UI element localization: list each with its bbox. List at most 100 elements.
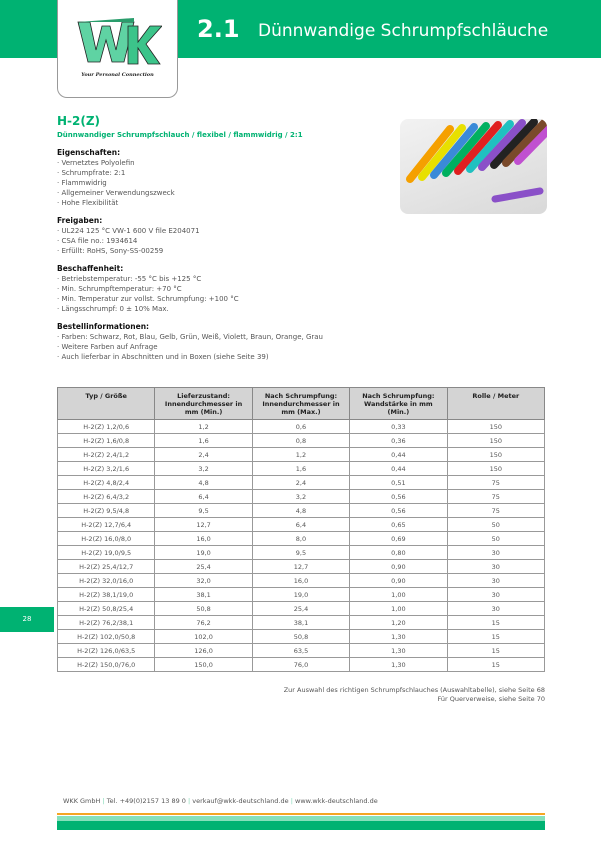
table-cell: 75 — [446, 475, 546, 490]
tube — [442, 122, 490, 177]
table-row: H-2(Z) 1,2/0,6 1,2 0,6 0,33 150 — [56, 419, 546, 434]
table-cell: 0,90 — [349, 573, 448, 588]
tube — [454, 121, 502, 175]
table-cell: 126,0 — [154, 643, 253, 658]
section-item: · Allgemeiner Verwendungszweck — [57, 189, 175, 197]
section-item: · Längsschrumpf: 0 ± 10% Max. — [57, 305, 169, 313]
section-item: · UL224 125 °C VW-1 600 V file E204071 — [57, 227, 200, 235]
table-cell: 50,8 — [251, 629, 351, 644]
table-row: H-2(Z) 2,4/1,2 2,4 1,2 0,44 150 — [56, 447, 546, 462]
product-table: Typ / Größe Lieferzustand: Innendurchmess… — [56, 387, 546, 672]
separator: | — [188, 797, 191, 805]
section-2: Beschaffenheit: · Betriebstemperatur: -55… — [57, 264, 392, 314]
table-row: H-2(Z) 6,4/3,2 6,4 3,2 0,56 75 — [56, 489, 546, 504]
header-band-left — [0, 0, 57, 58]
table-cell: 0,44 — [349, 447, 448, 462]
section-3: Bestellinformationen: · Farben: Schwarz, … — [57, 322, 392, 362]
tube — [466, 120, 514, 173]
table-cell: 1,6 — [154, 433, 253, 448]
section-item: · CSA file no.: 1934614 — [57, 237, 138, 245]
separator: | — [102, 797, 105, 805]
table-cell: 3,2 — [154, 461, 253, 476]
table-cell: H-2(Z) 50,8/25,4 — [56, 601, 156, 616]
wkk-logo-icon — [77, 18, 162, 65]
sections: Eigenschaften: · Vernetztes Polyolefin · S… — [57, 148, 392, 362]
table-cell: H-2(Z) 38,1/19,0 — [56, 587, 156, 602]
table-cell: 19,0 — [154, 545, 253, 560]
table-cell: 0,80 — [349, 545, 448, 560]
logo-slogan: Your Personal Connection — [81, 72, 154, 78]
table-cell: 0,56 — [349, 489, 448, 504]
table-cell: 38,1 — [251, 615, 351, 630]
table-cell: 9,5 — [251, 545, 351, 560]
table-cell: 8,0 — [251, 531, 351, 546]
section-heading: Freigaben: — [57, 216, 103, 225]
table-row: H-2(Z) 1,6/0,8 1,6 0,8 0,36 150 — [56, 433, 546, 448]
section-item: · Vernetztes Polyolefin — [57, 159, 135, 167]
section-item: · Betriebstemperatur: -55 °C bis +125 °C — [57, 275, 202, 283]
column-header: Nach Schrumpfung: Innendurchmesser in mm… — [251, 387, 351, 420]
table-cell: 12,7 — [251, 559, 351, 574]
table-row: H-2(Z) 150,0/76,0 150,0 76,0 1,30 15 — [56, 657, 546, 672]
section-heading: Bestellinformationen: — [57, 322, 150, 331]
table-cell: 15 — [446, 657, 546, 672]
table-cell: 4,8 — [251, 503, 351, 518]
table-row: H-2(Z) 12,7/6,4 12,7 6,4 0,65 50 — [56, 517, 546, 532]
footer-web[interactable]: www.wkk-deutschland.de — [295, 797, 378, 805]
table-cell: 1,6 — [251, 461, 351, 476]
table-row: H-2(Z) 4,8/2,4 4,8 2,4 0,51 75 — [56, 475, 546, 490]
table-cell: 150 — [446, 419, 546, 434]
table-cell: 50 — [446, 531, 546, 546]
page-number: 28 — [0, 607, 54, 632]
table-cell: 150 — [446, 461, 546, 476]
tube — [418, 124, 466, 181]
header-band — [178, 0, 601, 58]
section-heading: Eigenschaften: — [57, 148, 121, 157]
tube — [491, 187, 544, 203]
note-crossref: Für Querverweise, siehe Seite 70 — [437, 695, 546, 703]
table-cell: H-2(Z) 102,0/50,8 — [56, 629, 156, 644]
table-cell: 0,51 — [349, 475, 448, 490]
table-cell: 0,56 — [349, 503, 448, 518]
table-cell: 15 — [446, 615, 546, 630]
table-cell: 76,0 — [251, 657, 351, 672]
table-cell: 15 — [446, 629, 546, 644]
shrink-tubes-image — [406, 119, 547, 203]
product-info: H-2(Z) Dünnwandiger Schrumpfschlauch / f… — [57, 114, 392, 362]
table-cell: 6,4 — [251, 517, 351, 532]
product-title: H-2(Z) — [57, 114, 101, 128]
table-cell: 1,00 — [349, 601, 448, 616]
table-cell: 16,0 — [251, 573, 351, 588]
column-header: Rolle / Meter — [446, 387, 546, 420]
footer-line-green — [57, 821, 545, 830]
table-row: H-2(Z) 102,0/50,8 102,0 50,8 1,30 15 — [56, 629, 546, 644]
table-cell: 0,33 — [349, 419, 448, 434]
table-row: H-2(Z) 16,0/8,0 16,0 8,0 0,69 50 — [56, 531, 546, 546]
footer-email[interactable]: verkauf@wkk-deutschland.de — [192, 797, 289, 805]
table-row: H-2(Z) 19,0/9,5 19,0 9,5 0,80 30 — [56, 545, 546, 560]
table-cell: H-2(Z) 1,2/0,6 — [56, 419, 156, 434]
table-cell: H-2(Z) 150,0/76,0 — [56, 657, 156, 672]
table-cell: 30 — [446, 559, 546, 574]
table-cell: 12,7 — [154, 517, 253, 532]
section-item: · Erfüllt: RoHS, Sony-SS-00259 — [57, 247, 164, 255]
table-cell: 0,6 — [251, 419, 351, 434]
table-cell: 32,0 — [154, 573, 253, 588]
table-cell: H-2(Z) 76,2/38,1 — [56, 615, 156, 630]
table-cell: H-2(Z) 2,4/1,2 — [56, 447, 156, 462]
table-row: H-2(Z) 38,1/19,0 38,1 19,0 1,00 30 — [56, 587, 546, 602]
table-cell: H-2(Z) 4,8/2,4 — [56, 475, 156, 490]
table-cell: 25,4 — [251, 601, 351, 616]
table-cell: 0,69 — [349, 531, 448, 546]
footer-company: WKK GmbH — [63, 797, 101, 805]
table-cell: 1,30 — [349, 629, 448, 644]
footer-phone: Tel. +49(0)2157 13 89 0 — [106, 797, 186, 805]
table-cell: 1,20 — [349, 615, 448, 630]
table-cell: 150 — [446, 447, 546, 462]
table-cell: 38,1 — [154, 587, 253, 602]
section-item: · Schrumpfrate: 2:1 — [57, 169, 126, 177]
table-cell: H-2(Z) 16,0/8,0 — [56, 531, 156, 546]
section-item: · Weitere Farben auf Anfrage — [57, 343, 158, 351]
table-cell: 50 — [446, 517, 546, 532]
section-heading: Beschaffenheit: — [57, 264, 124, 273]
